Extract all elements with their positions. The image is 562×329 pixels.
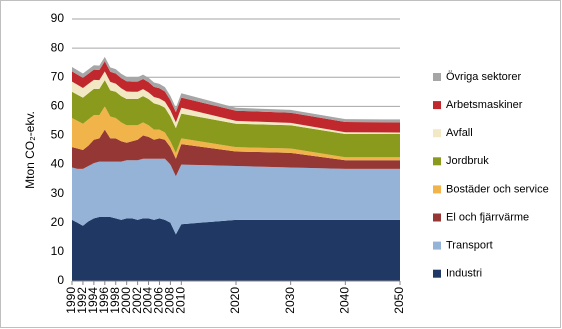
- x-tick-label: 2008: [163, 287, 177, 314]
- x-tick-label: 2030: [283, 287, 297, 314]
- x-tick-label: 1996: [97, 287, 111, 314]
- y-tick-label: 80: [51, 40, 65, 54]
- x-tick-label: 1998: [108, 287, 122, 314]
- legend-label: Arbetsmaskiner: [446, 99, 523, 111]
- area: [72, 56, 400, 123]
- x-tick-label: 1990: [64, 287, 78, 314]
- x-tick-label: 2040: [338, 287, 352, 314]
- area: [72, 61, 400, 133]
- legend-label: Transport: [446, 240, 493, 252]
- legend-swatch: [433, 101, 441, 110]
- legend-swatch: [433, 269, 441, 278]
- legend-swatch: [433, 129, 441, 138]
- y-tick-label: 10: [51, 244, 65, 258]
- legend-swatch: [433, 185, 441, 194]
- legend-label: Jordbruk: [446, 155, 489, 167]
- x-tick-label: 2004: [141, 287, 155, 314]
- x-tick-label: 1994: [86, 287, 100, 314]
- x-tick-label: 2020: [228, 287, 242, 314]
- legend-label: Avfall: [446, 127, 473, 139]
- y-tick-label: 30: [51, 186, 65, 200]
- area: [72, 216, 400, 281]
- y-tick-label: 60: [51, 99, 65, 113]
- y-axis-label: Mton CO₂-ekv.: [23, 111, 37, 189]
- legend-swatch: [433, 213, 441, 222]
- area: [72, 158, 400, 235]
- x-tick-label: 2006: [152, 287, 166, 314]
- legend-label: Övriga sektorer: [446, 71, 522, 83]
- legend-label: El och fjärrvärme: [446, 211, 529, 223]
- area: [72, 106, 400, 161]
- y-tick-label: 0: [57, 273, 64, 287]
- y-tick-label: 40: [51, 157, 65, 171]
- y-tick-label: 20: [51, 215, 65, 229]
- x-tick-label: 2010: [174, 287, 188, 314]
- y-tick-label: 90: [51, 11, 65, 25]
- area: [72, 80, 400, 158]
- x-tick-label: 2002: [130, 287, 144, 314]
- x-tick-label: 1992: [75, 287, 89, 314]
- legend-swatch: [433, 73, 441, 81]
- area: [72, 71, 400, 134]
- y-tick-label: 50: [51, 128, 65, 142]
- x-tick-label: 2050: [392, 287, 406, 314]
- legend-swatch: [433, 241, 441, 250]
- legend-swatch: [433, 157, 441, 166]
- area: [72, 129, 400, 177]
- y-tick-label: 70: [51, 69, 65, 83]
- x-tick-label: 2000: [119, 287, 133, 314]
- legend-label: Industri: [446, 268, 482, 280]
- legend-label: Bostäder och service: [446, 183, 549, 195]
